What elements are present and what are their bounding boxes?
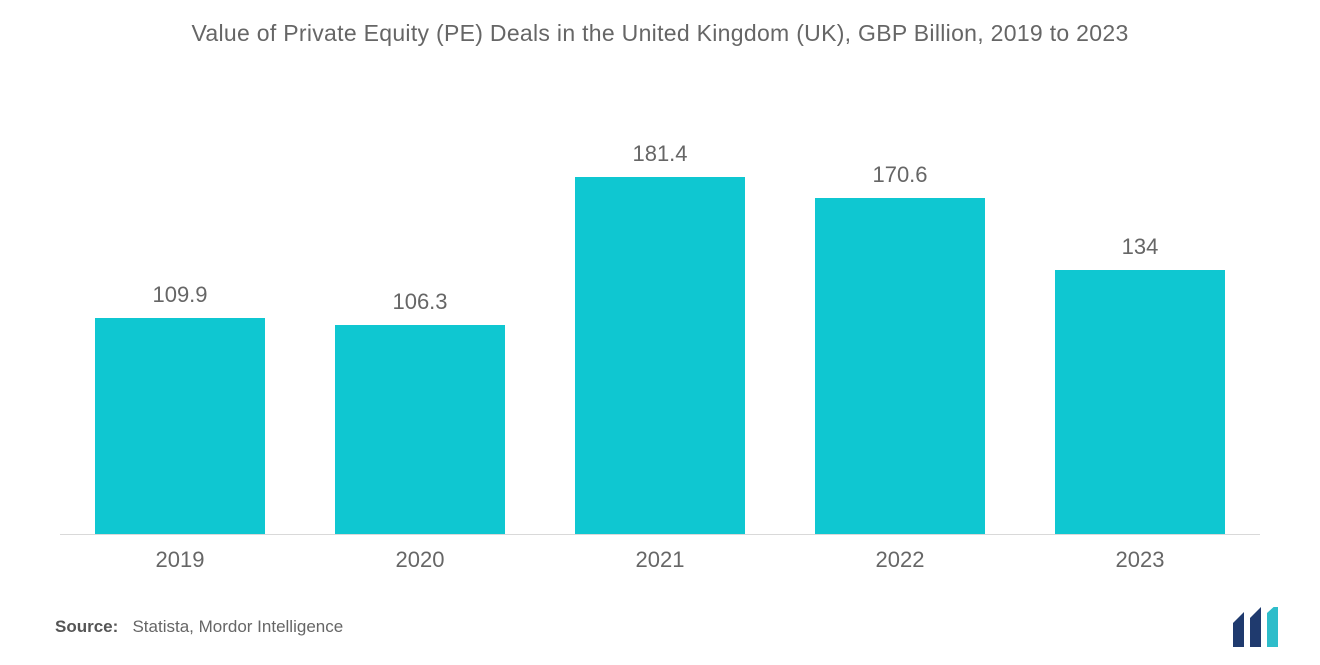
value-label: 106.3: [392, 289, 447, 315]
value-label: 134: [1122, 234, 1159, 260]
bar: [95, 318, 265, 535]
logo-bar-mid-icon: [1250, 607, 1261, 647]
bar-slot: 181.4: [540, 120, 780, 535]
x-tick-label: 2022: [780, 547, 1020, 573]
bars-row: 109.9 106.3 181.4 170.6 134: [60, 120, 1260, 535]
bar-slot: 109.9: [60, 120, 300, 535]
source-label: Source:: [55, 617, 118, 636]
value-label: 109.9: [152, 282, 207, 308]
bar-slot: 134: [1020, 120, 1260, 535]
value-label: 170.6: [872, 162, 927, 188]
x-axis-labels: 2019 2020 2021 2022 2023: [60, 547, 1260, 573]
bar-slot: 106.3: [300, 120, 540, 535]
brand-logo: [1230, 607, 1290, 647]
chart-container: Value of Private Equity (PE) Deals in th…: [0, 0, 1320, 665]
logo-bar-right-icon: [1267, 607, 1278, 647]
x-axis-line: [60, 534, 1260, 535]
chart-title: Value of Private Equity (PE) Deals in th…: [0, 20, 1320, 47]
bar: [815, 198, 985, 535]
source-text: Statista, Mordor Intelligence: [132, 617, 343, 636]
bar: [575, 177, 745, 535]
value-label: 181.4: [632, 141, 687, 167]
bar-slot: 170.6: [780, 120, 1020, 535]
bar: [1055, 270, 1225, 535]
bar: [335, 325, 505, 535]
x-tick-label: 2019: [60, 547, 300, 573]
x-tick-label: 2021: [540, 547, 780, 573]
logo-bar-left-icon: [1233, 612, 1244, 647]
x-tick-label: 2020: [300, 547, 540, 573]
source-footer: Source: Statista, Mordor Intelligence: [55, 617, 343, 637]
plot-area: 109.9 106.3 181.4 170.6 134: [60, 120, 1260, 535]
x-tick-label: 2023: [1020, 547, 1260, 573]
